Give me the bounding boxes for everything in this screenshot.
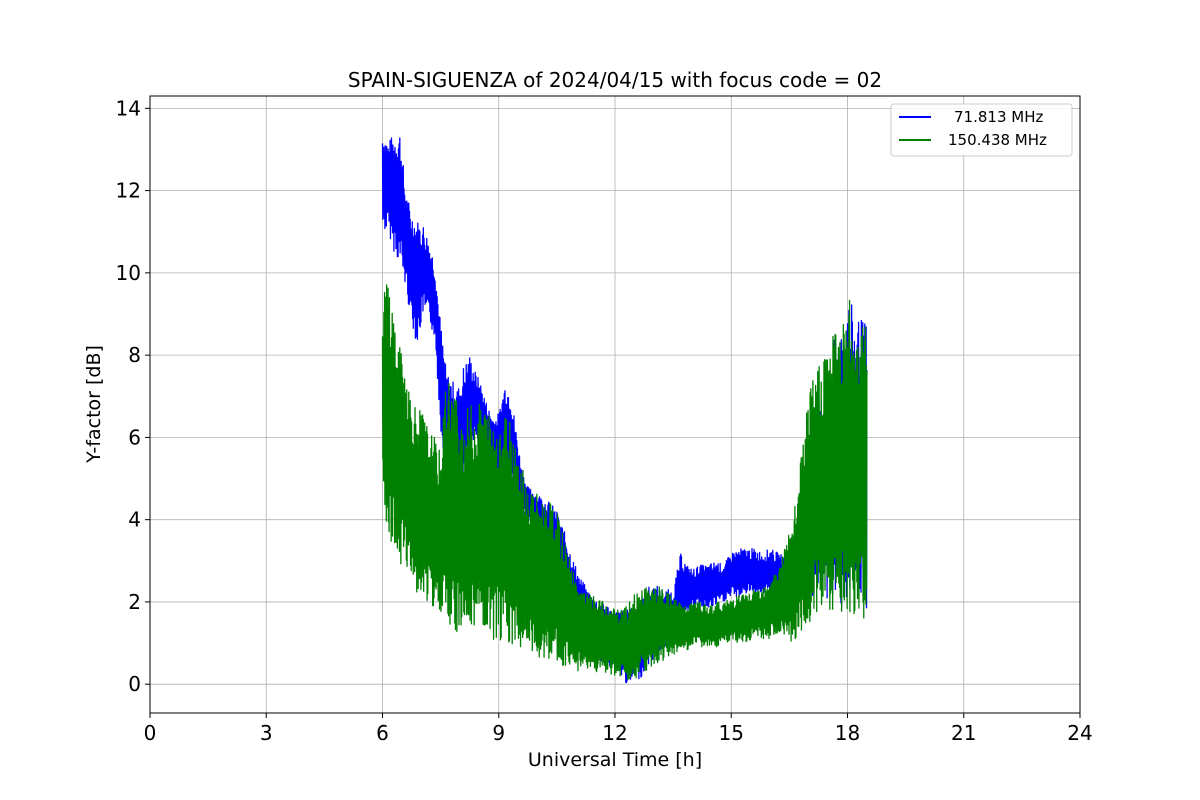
y-tick-label: 6 (128, 425, 141, 449)
x-tick-label: 0 (144, 721, 157, 745)
y-tick-label: 10 (116, 261, 141, 285)
x-tick-label: 9 (492, 721, 505, 745)
y-tick-label: 4 (128, 508, 141, 532)
x-tick-label: 15 (719, 721, 744, 745)
x-tick-label: 6 (376, 721, 389, 745)
x-tick-label: 12 (602, 721, 627, 745)
y-tick-label: 2 (128, 590, 141, 614)
y-tick-label: 0 (128, 672, 141, 696)
x-tick-label: 21 (951, 721, 976, 745)
legend-frame (890, 103, 1073, 157)
plot-series (381, 137, 868, 684)
y-tick-label: 12 (116, 179, 141, 203)
x-axis-label: Universal Time [h] (528, 749, 702, 771)
chart-title: SPAIN-SIGUENZA of 2024/04/15 with focus … (348, 68, 882, 92)
series-line-2 (381, 284, 868, 681)
x-tick-label: 3 (260, 721, 273, 745)
y-axis-label: Y-factor [dB] (83, 345, 105, 464)
legend-label-series-2: 150.438 MHz (948, 131, 1047, 149)
legend-label-series-1: 71.813 MHz (954, 108, 1043, 126)
x-tick-label: 24 (1067, 721, 1092, 745)
y-tick-label: 8 (128, 343, 141, 367)
x-tick-label: 18 (835, 721, 860, 745)
y-tick-label: 14 (116, 96, 141, 120)
legend: 71.813 MHz 150.438 MHz (890, 103, 1073, 157)
